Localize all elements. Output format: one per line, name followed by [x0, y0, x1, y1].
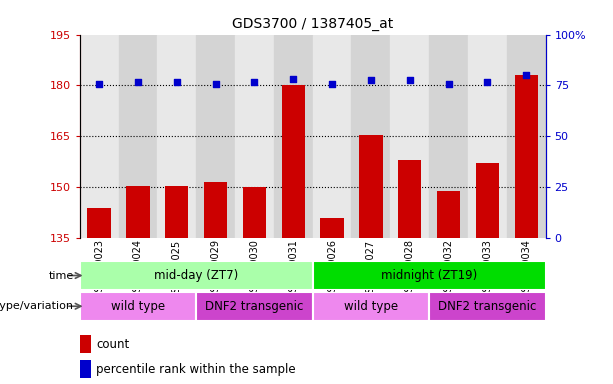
Bar [359, 135, 383, 238]
Point [327, 81, 337, 87]
Point [366, 77, 376, 83]
Bar [80, 35, 118, 238]
Bar [196, 35, 235, 238]
Bar [429, 292, 546, 321]
Bar [80, 360, 91, 378]
Point [444, 81, 454, 87]
Text: DNF2 transgenic: DNF2 transgenic [205, 300, 303, 313]
Bar [158, 35, 196, 238]
Text: count: count [96, 338, 129, 351]
Bar [390, 35, 429, 238]
Text: genotype/variation: genotype/variation [0, 301, 74, 311]
Text: mid-day (ZT7): mid-day (ZT7) [154, 269, 238, 282]
Bar [243, 187, 266, 238]
Bar [351, 35, 390, 238]
Bar [429, 35, 468, 238]
Point [94, 81, 104, 87]
Bar [398, 160, 421, 238]
Point [172, 79, 181, 85]
Bar [281, 86, 305, 238]
Bar [507, 35, 546, 238]
Bar [313, 261, 546, 290]
Text: time: time [48, 270, 74, 281]
Bar [204, 182, 227, 238]
Bar [235, 35, 274, 238]
Bar [437, 190, 460, 238]
Bar [165, 185, 188, 238]
Bar [468, 35, 507, 238]
Bar [80, 335, 91, 353]
Bar [196, 292, 313, 321]
Point [288, 76, 298, 82]
Point [482, 79, 492, 85]
Point [249, 79, 259, 85]
Point [211, 81, 221, 87]
Text: wild type: wild type [344, 300, 398, 313]
Text: DNF2 transgenic: DNF2 transgenic [438, 300, 536, 313]
Text: wild type: wild type [111, 300, 165, 313]
Point [521, 72, 531, 78]
Text: percentile rank within the sample: percentile rank within the sample [96, 362, 295, 376]
Text: midnight (ZT19): midnight (ZT19) [381, 269, 478, 282]
Bar [313, 35, 351, 238]
Bar [88, 208, 111, 238]
Bar [514, 75, 538, 238]
Bar [80, 261, 313, 290]
Point [405, 77, 414, 83]
Bar [476, 164, 499, 238]
Bar [118, 35, 158, 238]
Bar [80, 292, 196, 321]
Title: GDS3700 / 1387405_at: GDS3700 / 1387405_at [232, 17, 394, 31]
Bar [274, 35, 313, 238]
Bar [126, 185, 150, 238]
Point [133, 79, 143, 85]
Bar [321, 218, 344, 238]
Bar [313, 292, 429, 321]
